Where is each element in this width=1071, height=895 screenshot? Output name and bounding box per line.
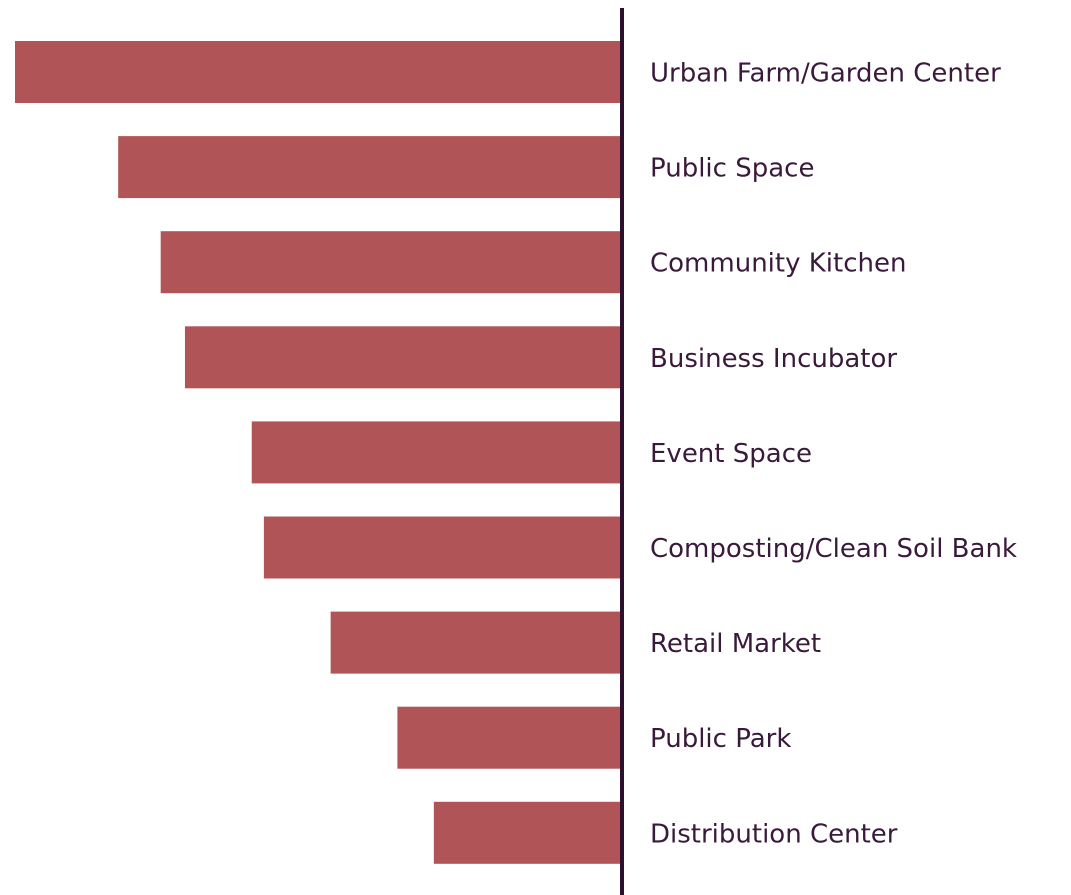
- category-label: Public Park: [650, 724, 791, 754]
- bar: [397, 706, 622, 769]
- bar: [433, 801, 622, 864]
- category-label: Community Kitchen: [650, 249, 906, 279]
- category-label: Distribution Center: [650, 819, 898, 849]
- bar: [15, 41, 622, 103]
- category-label: Retail Market: [650, 629, 821, 659]
- category-label: Business Incubator: [650, 344, 897, 374]
- bar: [160, 231, 622, 294]
- category-label: Event Space: [650, 439, 812, 469]
- bar: [184, 326, 622, 389]
- bar: [330, 611, 622, 674]
- category-label: Urban Farm/Garden Center: [650, 59, 1001, 89]
- bar: [263, 516, 622, 579]
- category-label: Composting/Clean Soil Bank: [650, 534, 1017, 564]
- bar: [118, 136, 622, 199]
- category-label: Public Space: [650, 154, 814, 184]
- bar: [251, 421, 623, 484]
